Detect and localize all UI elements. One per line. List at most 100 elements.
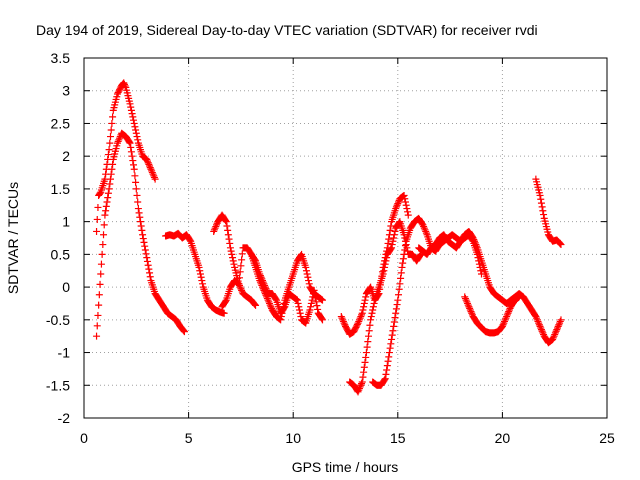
data-point	[387, 245, 395, 253]
data-point	[139, 235, 147, 243]
data-point	[388, 241, 396, 249]
data-point	[358, 309, 366, 317]
data-point	[369, 303, 377, 311]
data-point	[505, 306, 513, 314]
data-point	[307, 299, 315, 307]
data-point	[391, 227, 399, 235]
data-point	[341, 321, 349, 329]
data-point	[461, 295, 469, 303]
data-point	[387, 222, 395, 230]
y-axis-label: SDTVAR / TECUs	[5, 182, 21, 294]
data-point	[98, 250, 106, 258]
data-point	[116, 134, 124, 142]
data-point	[257, 273, 265, 281]
data-point	[368, 309, 376, 317]
data-point	[272, 295, 280, 303]
data-point	[305, 280, 313, 288]
data-point	[468, 309, 476, 317]
data-point	[304, 273, 312, 281]
data-point	[394, 200, 402, 208]
grid-lines	[84, 58, 607, 418]
data-point	[138, 226, 146, 234]
data-point	[401, 198, 409, 206]
data-point	[386, 344, 394, 352]
data-point	[381, 375, 389, 383]
data-point	[392, 309, 400, 317]
data-point	[136, 218, 144, 226]
data-point	[387, 340, 395, 348]
data-point	[385, 349, 393, 357]
data-point	[236, 268, 244, 276]
series-arc-d	[210, 211, 260, 309]
data-point	[93, 215, 101, 223]
data-point	[473, 242, 481, 250]
data-point	[381, 263, 389, 271]
data-point	[262, 285, 270, 293]
data-point	[462, 296, 470, 304]
data-point	[104, 155, 112, 163]
x-tick-label: 20	[495, 430, 511, 446]
data-point	[505, 308, 513, 316]
data-point	[146, 164, 154, 172]
x-tick-label: 0	[80, 430, 88, 446]
series-arc-l	[532, 175, 565, 249]
data-point	[307, 303, 315, 311]
data-point	[358, 378, 366, 386]
data-point	[93, 322, 101, 330]
data-point	[210, 227, 218, 235]
data-point	[264, 296, 272, 304]
data-point	[104, 151, 112, 159]
data-point	[306, 306, 314, 314]
y-tick-label: 0	[62, 279, 70, 295]
data-point	[401, 195, 409, 203]
data-point	[464, 299, 472, 307]
data-point	[390, 231, 398, 239]
data-point	[126, 100, 134, 108]
data-point	[535, 319, 543, 327]
data-point	[146, 162, 154, 170]
data-point	[151, 175, 159, 183]
data-point	[266, 301, 274, 309]
data-point	[196, 270, 204, 278]
data-point	[130, 116, 138, 124]
axis-ticks: 0 5 10 15 20 25 -2 -1.5 -1 -0.5 0 0.5 1 1.5 2 2.5 3 3.5	[46, 50, 615, 446]
data-point	[312, 298, 320, 306]
data-point	[127, 103, 135, 111]
data-point	[369, 306, 377, 314]
y-tick-label: -1.5	[46, 377, 70, 393]
data-point	[297, 313, 305, 321]
data-point	[421, 226, 429, 234]
data-point	[128, 110, 136, 118]
data-point	[532, 313, 540, 321]
data-point	[302, 263, 310, 271]
data-point	[222, 297, 230, 305]
series-arc-h	[346, 218, 425, 396]
data-point	[139, 231, 147, 239]
data-point	[130, 161, 138, 169]
data-point	[313, 302, 321, 310]
data-point	[144, 159, 152, 167]
data-point	[355, 316, 363, 324]
data-point	[539, 207, 547, 215]
data-point	[303, 270, 311, 278]
data-point	[422, 229, 430, 237]
data-point	[107, 126, 115, 134]
data-point	[261, 281, 269, 289]
data-point	[128, 152, 136, 160]
data-point	[536, 191, 544, 199]
data-point	[267, 303, 275, 311]
data-point	[390, 234, 398, 242]
data-point	[549, 334, 557, 342]
data-point	[108, 119, 116, 127]
data-point	[355, 386, 363, 394]
data-point	[392, 203, 400, 211]
series-arc-j	[415, 227, 565, 347]
data-point	[318, 296, 326, 304]
data-point	[93, 227, 101, 235]
data-point	[388, 331, 396, 339]
data-point	[106, 139, 114, 147]
data-point	[180, 327, 188, 335]
data-point	[420, 224, 428, 232]
data-point	[121, 82, 129, 90]
data-point	[102, 165, 110, 173]
